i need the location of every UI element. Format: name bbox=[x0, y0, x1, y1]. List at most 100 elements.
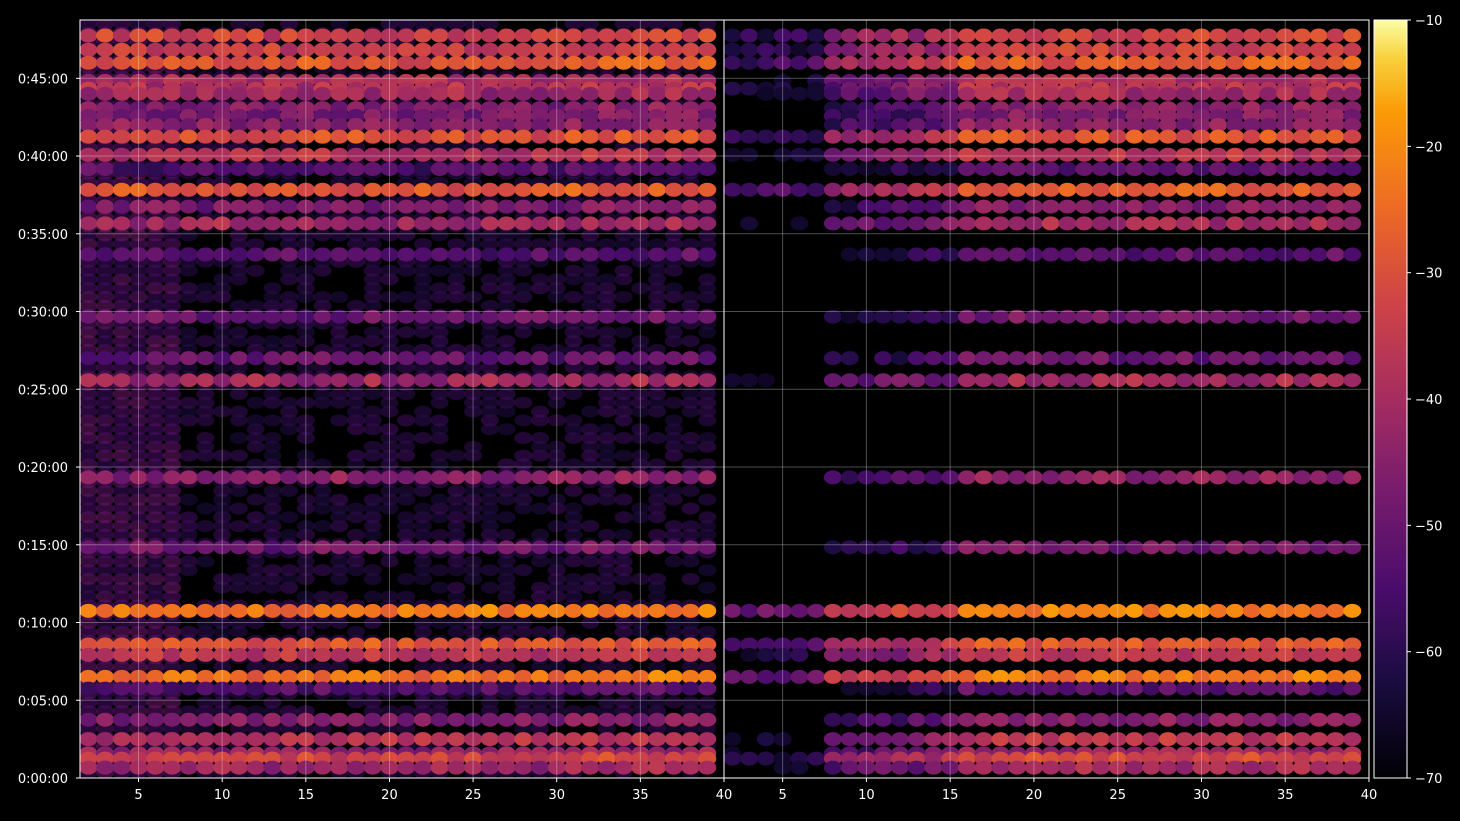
heatmap-cell bbox=[129, 647, 148, 662]
heatmap-cell bbox=[363, 129, 382, 144]
heatmap-cell bbox=[80, 238, 98, 251]
heatmap-cell bbox=[890, 603, 909, 618]
heatmap-cell bbox=[564, 199, 583, 214]
heatmap-cell bbox=[313, 458, 332, 471]
heatmap-cell bbox=[146, 216, 165, 231]
heatmap-cell bbox=[756, 669, 775, 684]
heatmap-cell bbox=[631, 129, 650, 144]
heatmap-cell bbox=[263, 373, 282, 388]
heatmap-cell bbox=[213, 361, 232, 374]
heatmap-cell bbox=[1276, 247, 1295, 262]
heatmap-cell bbox=[614, 572, 633, 585]
heatmap-cell bbox=[614, 42, 633, 57]
heatmap-cell bbox=[347, 335, 365, 348]
heatmap-cell bbox=[1075, 199, 1094, 214]
heatmap-cell bbox=[213, 147, 232, 162]
heatmap-cell bbox=[698, 247, 717, 262]
heatmap-cell bbox=[907, 147, 926, 162]
heatmap-cell bbox=[874, 540, 893, 555]
heatmap-cell bbox=[941, 162, 960, 177]
heatmap-cell bbox=[941, 712, 960, 727]
heatmap-cell bbox=[280, 129, 299, 144]
heatmap-cell bbox=[514, 732, 533, 747]
heatmap-cell bbox=[790, 647, 809, 662]
heatmap-cell bbox=[280, 669, 299, 684]
y-tick-label: 0:05:00 bbox=[18, 694, 68, 709]
heatmap-cell bbox=[581, 493, 600, 506]
heatmap-cell bbox=[1192, 129, 1211, 144]
heatmap-cell bbox=[840, 86, 859, 101]
heatmap-cell bbox=[1024, 162, 1043, 177]
heatmap-cell bbox=[330, 42, 349, 57]
heatmap-cell bbox=[397, 361, 416, 374]
heatmap-cell bbox=[163, 484, 181, 497]
heatmap-cell bbox=[80, 540, 98, 555]
heatmap-cell bbox=[430, 617, 449, 630]
heatmap-cell bbox=[196, 147, 215, 162]
heatmap-cell bbox=[430, 309, 449, 324]
heatmap-cell bbox=[430, 423, 449, 436]
heatmap-cell bbox=[480, 493, 499, 506]
heatmap-cell bbox=[480, 484, 499, 497]
heatmap-cell bbox=[597, 216, 616, 231]
heatmap-cell bbox=[430, 247, 449, 262]
heatmap-cell bbox=[614, 147, 633, 162]
heatmap-cell bbox=[890, 647, 909, 662]
heatmap-cell bbox=[664, 20, 683, 30]
heatmap-cell bbox=[1209, 681, 1228, 696]
heatmap-cell bbox=[631, 199, 650, 214]
heatmap-cell bbox=[974, 216, 993, 231]
x-tick-label: 40 bbox=[1361, 788, 1378, 803]
heatmap-cell bbox=[497, 229, 516, 242]
heatmap-cell bbox=[1292, 309, 1311, 324]
heatmap-cell bbox=[80, 603, 98, 618]
heatmap-cell bbox=[246, 414, 265, 427]
heatmap-cell bbox=[740, 129, 759, 144]
heatmap-cell bbox=[1276, 681, 1295, 696]
heatmap-cell bbox=[80, 528, 98, 541]
heatmap-cell bbox=[514, 309, 533, 324]
heatmap-cell bbox=[664, 647, 683, 662]
heatmap-cell bbox=[698, 603, 717, 618]
heatmap-cell bbox=[974, 681, 993, 696]
heatmap-cell bbox=[413, 216, 432, 231]
heatmap-cell bbox=[280, 309, 299, 324]
heatmap-cell bbox=[597, 449, 616, 462]
heatmap-cell bbox=[648, 712, 667, 727]
heatmap-cell bbox=[129, 696, 148, 709]
heatmap-cell bbox=[514, 760, 533, 775]
heatmap-cell bbox=[480, 603, 499, 618]
heatmap-cell bbox=[1242, 182, 1261, 197]
heatmap-cell bbox=[1175, 681, 1194, 696]
heatmap-cell bbox=[1041, 637, 1060, 652]
heatmap-cell bbox=[347, 511, 365, 524]
heatmap-cell bbox=[681, 669, 700, 684]
heatmap-cell bbox=[363, 712, 382, 727]
heatmap-cell bbox=[648, 732, 667, 747]
heatmap-cell bbox=[229, 229, 248, 242]
heatmap-cell bbox=[179, 335, 198, 348]
heatmap-cell bbox=[447, 42, 466, 57]
heatmap-cell bbox=[807, 42, 826, 57]
heatmap-cell bbox=[648, 42, 667, 57]
heatmap-cell bbox=[213, 696, 232, 709]
heatmap-cell bbox=[614, 162, 633, 177]
heatmap-cell bbox=[790, 28, 809, 43]
heatmap-cell bbox=[213, 520, 232, 533]
heatmap-cell bbox=[773, 55, 792, 70]
heatmap-cell bbox=[648, 147, 667, 162]
heatmap-cell bbox=[974, 182, 993, 197]
heatmap-cell bbox=[890, 129, 909, 144]
heatmap-cell bbox=[1209, 351, 1228, 366]
heatmap-cell bbox=[129, 493, 148, 506]
heatmap-cell bbox=[1242, 42, 1261, 57]
heatmap-cell bbox=[179, 247, 198, 262]
heatmap-cell bbox=[840, 351, 859, 366]
heatmap-cell bbox=[664, 603, 683, 618]
x-tick-label: 10 bbox=[858, 788, 875, 803]
heatmap-cell bbox=[531, 42, 549, 57]
heatmap-cell bbox=[163, 162, 181, 177]
heatmap-cell bbox=[1242, 147, 1261, 162]
heatmap-cell bbox=[597, 291, 616, 304]
heatmap-cell bbox=[213, 117, 232, 132]
